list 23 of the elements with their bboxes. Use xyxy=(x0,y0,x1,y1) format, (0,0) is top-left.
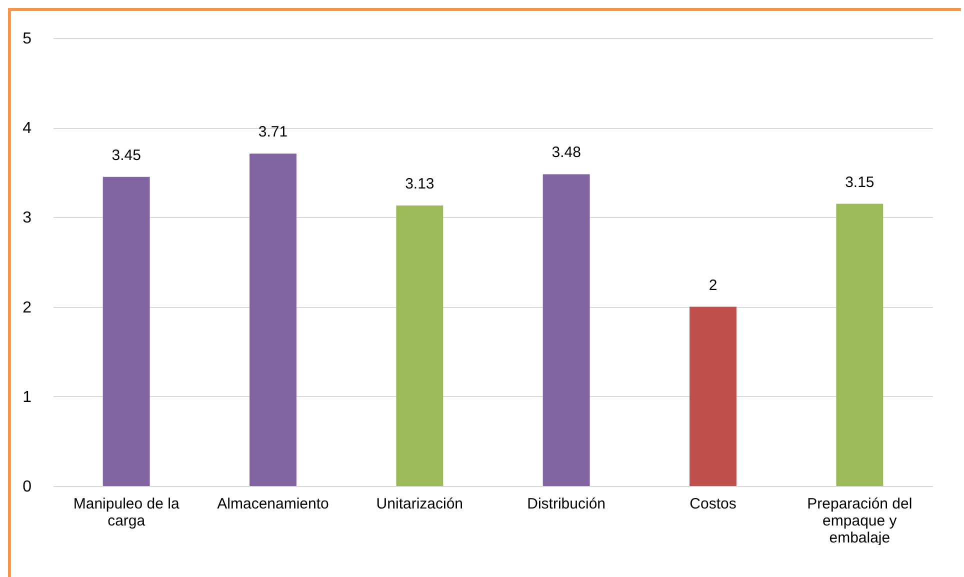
x-tick-label: Almacenamiento xyxy=(217,496,329,512)
data-label: 3.71 xyxy=(258,124,288,141)
bar xyxy=(102,176,150,486)
y-tick-label: 3 xyxy=(22,210,32,227)
x-tick-label: Costos xyxy=(690,496,736,512)
data-label: 3.13 xyxy=(405,176,434,193)
bar xyxy=(690,306,736,486)
data-label: 3.48 xyxy=(552,144,581,162)
y-tick-label: 5 xyxy=(22,30,32,48)
y-tick-label: 2 xyxy=(22,299,32,316)
y-tick-label: 4 xyxy=(22,120,32,138)
bar xyxy=(396,206,444,486)
y-tick-label: 1 xyxy=(22,388,32,406)
x-tick-label: Manipuleo de la carga xyxy=(73,496,180,530)
bar xyxy=(250,154,296,486)
data-label: 2 xyxy=(708,276,718,294)
y-tick-label: 0 xyxy=(22,478,32,496)
data-label: 3.15 xyxy=(845,174,874,191)
bar xyxy=(836,204,884,486)
x-tick-label: Distribución xyxy=(527,496,606,512)
bar xyxy=(542,174,590,486)
data-label: 3.45 xyxy=(112,146,141,164)
x-tick-label: Unitarización xyxy=(376,496,464,512)
